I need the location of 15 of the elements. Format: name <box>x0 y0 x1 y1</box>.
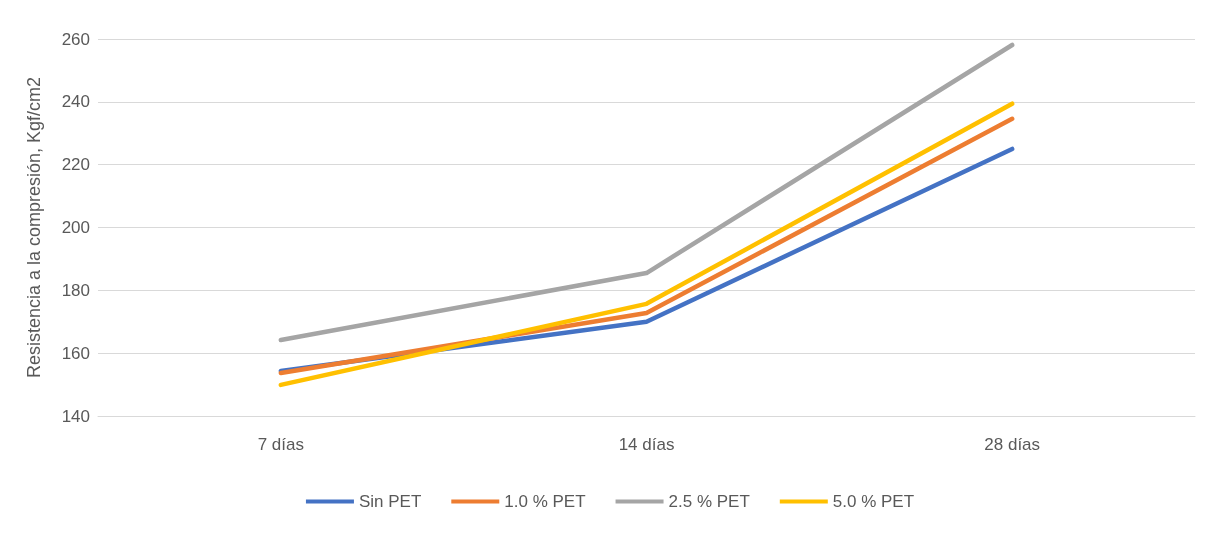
y-tick-label: 160 <box>61 343 90 363</box>
y-tick-label: 240 <box>61 92 90 112</box>
y-tick-label: 140 <box>61 406 90 426</box>
x-tick-label: 14 días <box>618 435 675 454</box>
legend-label: 1.0 % PET <box>504 492 586 511</box>
legend-label: Sin PET <box>358 492 422 511</box>
legend-label: 2.5 % PET <box>668 492 750 511</box>
legend-label: 5.0 % PET <box>832 492 915 511</box>
y-tick-label: 200 <box>61 218 90 237</box>
y-tick-label: 220 <box>61 155 90 175</box>
y-tick-label: 180 <box>61 280 90 300</box>
x-tick-label: 7 días <box>257 435 304 454</box>
x-tick-label: 28 días <box>984 435 1041 454</box>
y-axis-title: Resistencia a la compresión, Kgf/cm2 <box>24 76 44 379</box>
y-tick-label: 260 <box>61 29 90 49</box>
